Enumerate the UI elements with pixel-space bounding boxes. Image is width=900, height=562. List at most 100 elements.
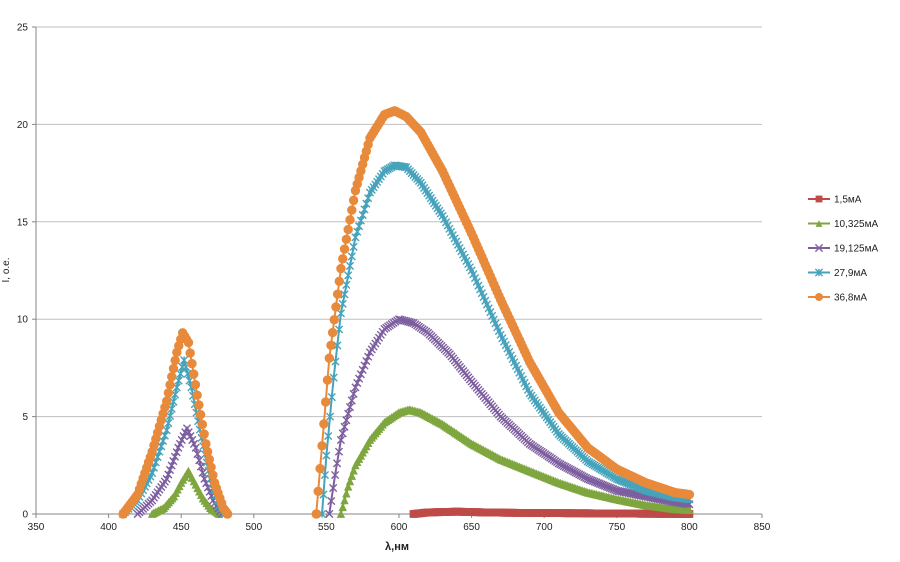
x-tick-label-6: 650 bbox=[463, 522, 480, 533]
series-2-point bbox=[360, 361, 369, 370]
series-4-point bbox=[192, 390, 202, 400]
series-2-point bbox=[198, 468, 207, 477]
series-4-point bbox=[204, 454, 215, 465]
y-tick-label-4: 20 bbox=[17, 120, 29, 131]
y-axis-label: I, o.e. bbox=[1, 257, 12, 282]
series-4-point bbox=[315, 463, 325, 474]
series-2-point bbox=[165, 465, 175, 475]
x-tick-labels: 350 400 450 500 550 600 650 700 750 800 850 bbox=[28, 514, 771, 533]
x-tick-label-9: 800 bbox=[681, 522, 698, 533]
series-4-point bbox=[163, 388, 174, 398]
series-2-point bbox=[351, 383, 360, 392]
series-4-point bbox=[187, 358, 197, 369]
series-1-point bbox=[338, 502, 347, 512]
legend-marker-2 bbox=[814, 243, 824, 253]
series-4-point bbox=[684, 489, 695, 500]
series-4-point bbox=[161, 396, 172, 406]
y-tick-label-5: 25 bbox=[17, 23, 29, 34]
series-1-point bbox=[347, 471, 357, 480]
x-tick-label-8: 750 bbox=[608, 522, 625, 533]
series-4-point bbox=[347, 205, 357, 215]
series-3-point bbox=[174, 376, 183, 385]
legend-label-3: 27,9мА bbox=[834, 268, 867, 279]
series-2-point bbox=[364, 352, 373, 361]
series-3-point bbox=[344, 271, 353, 280]
series-2-point bbox=[336, 435, 346, 445]
series-2-point bbox=[170, 452, 180, 461]
x-tick-label-5: 600 bbox=[391, 522, 408, 533]
series-4-point bbox=[343, 224, 353, 235]
series-2-point bbox=[349, 389, 358, 399]
series-3-point bbox=[364, 194, 373, 203]
series-2-point bbox=[172, 448, 181, 457]
series-4-point bbox=[201, 439, 211, 449]
series-1-point bbox=[340, 495, 349, 505]
legend-item-2: 19,125мА bbox=[808, 244, 878, 255]
x-tick-label-1: 400 bbox=[100, 522, 117, 533]
series-1-point bbox=[685, 505, 694, 515]
series-2-point bbox=[358, 365, 367, 374]
series-2-point bbox=[200, 474, 209, 484]
series-2-point bbox=[331, 470, 340, 480]
series-2-point bbox=[196, 462, 206, 471]
series-3-point bbox=[358, 210, 367, 220]
series-2-point bbox=[334, 447, 344, 456]
series-3-point bbox=[176, 369, 185, 378]
legend-item-0: 1,5мА bbox=[808, 195, 862, 206]
series-2-point bbox=[191, 443, 200, 452]
series-4-point bbox=[206, 462, 216, 472]
series-3-point bbox=[340, 290, 349, 299]
series-3-point bbox=[360, 205, 369, 214]
series-1-point bbox=[336, 509, 346, 518]
series-2-point bbox=[353, 378, 362, 388]
series-4-point bbox=[197, 419, 208, 430]
series-2-point bbox=[162, 474, 171, 484]
legend-label-4: 36,8мА bbox=[834, 293, 867, 304]
series-3-point bbox=[155, 447, 164, 456]
y-tick-label-0: 0 bbox=[22, 510, 28, 521]
axes bbox=[35, 27, 762, 515]
series-2-point bbox=[347, 396, 356, 405]
y-tick-label-3: 15 bbox=[17, 217, 29, 228]
x-tick-label-2: 450 bbox=[173, 522, 190, 533]
series-4-point bbox=[331, 302, 341, 312]
series-3-point bbox=[158, 436, 168, 446]
legend-label-2: 19,125мА bbox=[834, 244, 878, 255]
series-1-point bbox=[342, 489, 351, 498]
series-2-point bbox=[362, 356, 371, 366]
y-tick-labels: 0 5 10 15 20 25 bbox=[17, 23, 36, 521]
series-2-point bbox=[329, 483, 338, 493]
y-tick-label-1: 5 bbox=[22, 412, 28, 423]
series-4-point bbox=[165, 380, 175, 390]
series-4-point bbox=[332, 289, 343, 299]
series-4-point bbox=[190, 379, 201, 390]
series-2-point bbox=[167, 461, 176, 470]
series-3-point bbox=[353, 227, 362, 236]
series-4-point bbox=[338, 254, 348, 264]
series-4-point bbox=[195, 409, 206, 420]
series-1-point bbox=[343, 482, 353, 491]
x-tick-label-0: 350 bbox=[28, 522, 45, 533]
series-4-point bbox=[188, 369, 199, 379]
series-4-point bbox=[183, 337, 194, 348]
series-2-point bbox=[338, 429, 347, 438]
series-3-point bbox=[160, 431, 169, 440]
series-3-point bbox=[169, 397, 178, 406]
series-4-point bbox=[194, 400, 204, 410]
series-4-point bbox=[319, 419, 329, 429]
series-2-point bbox=[193, 449, 202, 459]
legend-marker-1 bbox=[815, 220, 823, 227]
series-2-point bbox=[332, 459, 342, 468]
series-4-point bbox=[222, 509, 233, 519]
legend: 1,5мА 10,325мА 19,125мА 27,9мА 36,8мА bbox=[808, 195, 878, 304]
x-tick-label-4: 550 bbox=[318, 522, 335, 533]
plot-area bbox=[118, 106, 695, 519]
series-4-point bbox=[202, 446, 213, 457]
series-4-point bbox=[185, 348, 195, 358]
series-4-point bbox=[311, 509, 321, 519]
series-4-point bbox=[317, 441, 327, 451]
series-3-point bbox=[164, 418, 173, 428]
series-3-point bbox=[342, 280, 351, 289]
